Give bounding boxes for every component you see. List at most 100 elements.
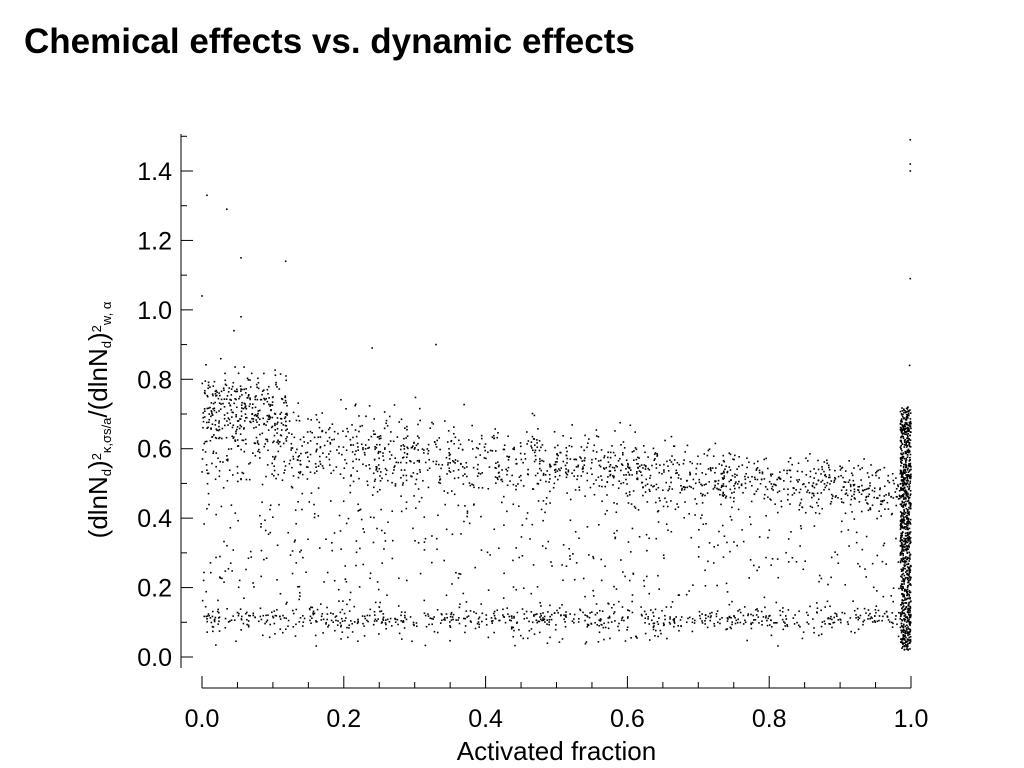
data-point <box>901 526 903 528</box>
data-point <box>534 449 537 452</box>
data-point <box>901 431 903 434</box>
data-point <box>905 446 908 448</box>
data-point <box>313 512 316 515</box>
data-point <box>440 613 443 615</box>
data-point <box>564 471 567 474</box>
data-point <box>821 468 824 471</box>
data-point <box>530 592 533 595</box>
data-point <box>672 619 675 621</box>
data-point <box>656 454 659 456</box>
data-point <box>908 560 911 562</box>
data-point <box>239 424 242 427</box>
data-point <box>274 422 276 425</box>
data-point <box>664 497 666 500</box>
data-point <box>363 451 366 454</box>
data-point <box>507 456 510 459</box>
data-point <box>273 622 276 625</box>
data-point <box>333 579 336 582</box>
data-point <box>753 493 756 496</box>
data-point <box>723 494 726 496</box>
data-point <box>206 194 208 197</box>
data-point <box>903 527 905 530</box>
data-point <box>860 510 863 513</box>
data-point <box>236 420 239 422</box>
data-point <box>312 610 315 613</box>
data-point <box>239 433 242 435</box>
data-point <box>866 502 868 504</box>
data-point <box>534 454 537 457</box>
data-point <box>359 425 362 428</box>
data-point <box>354 404 356 407</box>
data-point <box>900 486 902 489</box>
data-point <box>900 503 903 505</box>
data-point <box>261 393 263 396</box>
data-point <box>645 613 647 616</box>
data-point <box>446 441 449 443</box>
data-point <box>364 448 367 450</box>
data-point <box>904 411 907 414</box>
data-point <box>540 605 542 607</box>
data-point <box>400 620 403 622</box>
data-point <box>549 478 551 480</box>
data-point <box>905 516 907 518</box>
data-point <box>609 637 611 640</box>
data-point <box>901 457 904 459</box>
data-point <box>439 478 442 480</box>
data-point <box>582 611 584 614</box>
data-point <box>904 540 907 543</box>
data-point <box>821 507 824 510</box>
data-point <box>599 609 601 612</box>
data-point <box>908 633 911 636</box>
data-point <box>720 503 722 506</box>
data-point <box>224 383 227 386</box>
data-point <box>903 612 905 615</box>
data-point <box>909 609 912 612</box>
data-point <box>214 478 217 481</box>
data-point <box>259 615 262 618</box>
data-point <box>414 540 416 542</box>
data-point <box>253 427 255 429</box>
data-point <box>594 457 597 460</box>
data-point <box>647 467 649 470</box>
data-point <box>249 379 251 381</box>
data-point <box>802 568 805 571</box>
data-point <box>899 472 902 475</box>
data-point <box>677 477 680 479</box>
data-point <box>670 476 672 479</box>
data-point <box>301 625 304 627</box>
data-point <box>319 436 322 438</box>
data-point <box>899 560 902 562</box>
data-point <box>636 637 638 639</box>
data-point <box>311 617 313 620</box>
data-point <box>841 520 843 523</box>
data-point <box>899 446 902 449</box>
data-point <box>667 489 669 492</box>
data-point <box>318 426 321 429</box>
data-point <box>291 486 294 489</box>
data-point <box>684 451 686 453</box>
data-point <box>758 469 761 472</box>
data-point <box>444 420 446 422</box>
data-point <box>542 460 545 463</box>
data-point <box>706 626 709 629</box>
data-point <box>903 468 905 471</box>
data-point <box>409 460 411 462</box>
data-point <box>396 618 399 621</box>
data-point <box>389 440 392 442</box>
data-point <box>211 435 214 438</box>
data-point <box>907 605 910 607</box>
data-point <box>264 622 266 625</box>
data-point <box>544 621 546 623</box>
data-point <box>668 488 671 490</box>
data-point <box>770 483 773 485</box>
data-point <box>756 467 759 469</box>
data-point <box>904 451 907 453</box>
data-point <box>388 451 391 453</box>
data-point <box>476 475 479 477</box>
data-point <box>432 460 435 463</box>
data-point <box>356 470 359 472</box>
data-point <box>729 453 732 456</box>
data-point <box>314 634 317 637</box>
data-point <box>284 465 287 467</box>
data-point <box>250 372 253 375</box>
